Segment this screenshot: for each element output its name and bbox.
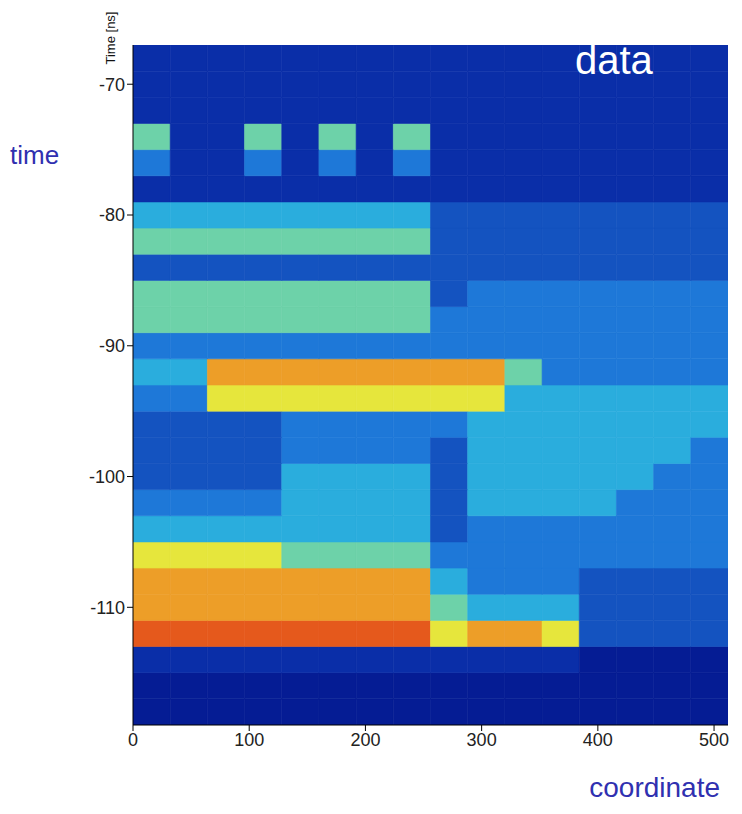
html-text:coordinate: coordinate <box>589 772 720 803</box>
svg-text:-100: -100 <box>89 467 125 487</box>
svg-text:-90: -90 <box>99 336 125 356</box>
svg-text:400: 400 <box>583 730 613 750</box>
svg-text:200: 200 <box>350 730 380 750</box>
html-text:time: time <box>10 140 60 170</box>
svg-text:0: 0 <box>128 730 138 750</box>
svg-text:-110: -110 <box>90 598 125 618</box>
html-text:Time [ns]: Time [ns] <box>102 11 118 65</box>
svg-text:300: 300 <box>467 730 497 750</box>
svg-text:500: 500 <box>699 730 729 750</box>
html-text:data: data <box>575 38 653 82</box>
svg-text:100: 100 <box>234 730 264 750</box>
svg-text:-70: -70 <box>99 75 125 95</box>
svg-text:-80: -80 <box>99 205 125 225</box>
